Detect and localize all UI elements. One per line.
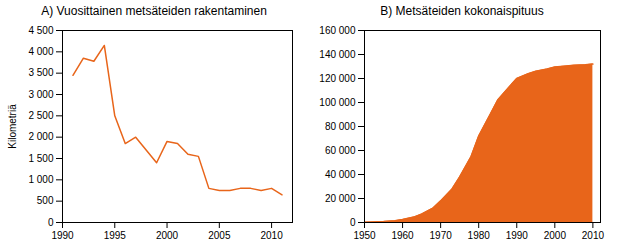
svg-text:3 000: 3 000 bbox=[28, 89, 53, 100]
svg-text:120 000: 120 000 bbox=[319, 73, 356, 84]
svg-text:1970: 1970 bbox=[430, 230, 453, 241]
svg-text:20 000: 20 000 bbox=[325, 193, 356, 204]
svg-text:2005: 2005 bbox=[208, 230, 231, 241]
svg-text:1990: 1990 bbox=[51, 230, 74, 241]
svg-text:0: 0 bbox=[350, 217, 356, 228]
svg-text:1995: 1995 bbox=[104, 230, 127, 241]
svg-text:1 000: 1 000 bbox=[28, 174, 53, 185]
svg-text:1950: 1950 bbox=[353, 230, 376, 241]
html-text:B) Metsäteiden kokonaispituus: B) Metsäteiden kokonaispituus bbox=[380, 4, 544, 18]
svg-text:2010: 2010 bbox=[260, 230, 283, 241]
svg-text:1960: 1960 bbox=[391, 230, 414, 241]
svg-text:3 500: 3 500 bbox=[28, 67, 53, 78]
svg-text:60 000: 60 000 bbox=[325, 145, 356, 156]
svg-text:160 000: 160 000 bbox=[319, 25, 356, 36]
svg-text:1 500: 1 500 bbox=[28, 153, 53, 164]
svg-text:2010: 2010 bbox=[582, 230, 605, 241]
svg-text:2 500: 2 500 bbox=[28, 110, 53, 121]
svg-text:4 500: 4 500 bbox=[28, 25, 53, 36]
svg-text:0: 0 bbox=[48, 217, 54, 228]
svg-text:2000: 2000 bbox=[544, 230, 567, 241]
svg-text:4 000: 4 000 bbox=[28, 46, 53, 57]
svg-text:2 000: 2 000 bbox=[28, 131, 53, 142]
svg-text:1990: 1990 bbox=[506, 230, 529, 241]
svg-text:80 000: 80 000 bbox=[325, 121, 356, 132]
svg-text:40 000: 40 000 bbox=[325, 169, 356, 180]
svg-text:2000: 2000 bbox=[156, 230, 179, 241]
svg-text:100 000: 100 000 bbox=[319, 97, 356, 108]
svg-text:140 000: 140 000 bbox=[319, 49, 356, 60]
html-text:A) Vuosittainen metsäteiden ra: A) Vuosittainen metsäteiden rakentaminen bbox=[41, 4, 267, 18]
svg-text:500: 500 bbox=[37, 195, 54, 206]
svg-text:Kilometriä: Kilometriä bbox=[7, 104, 18, 149]
svg-text:1980: 1980 bbox=[468, 230, 491, 241]
